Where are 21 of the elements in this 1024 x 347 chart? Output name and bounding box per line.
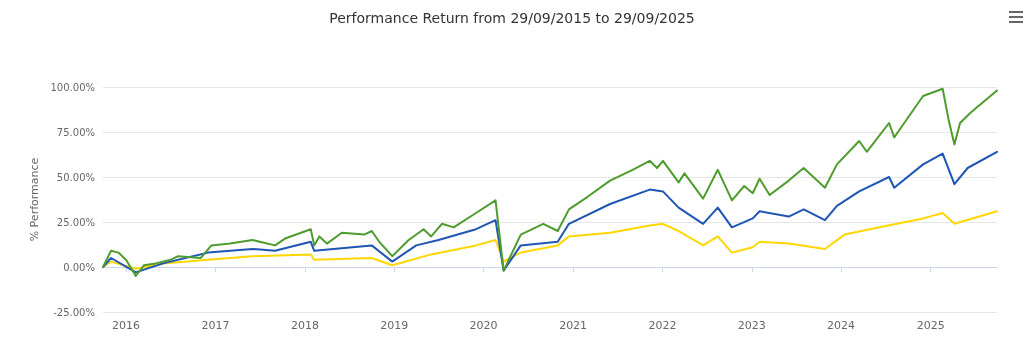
chart-title: Performance Return from 29/09/2015 to 29/09/2025 [329, 10, 695, 26]
y-tick-label: 50.00% [56, 171, 95, 183]
line-series [102, 87, 998, 277]
y-tick-label: 0.00% [63, 261, 95, 273]
y-tick-label: 25.00% [56, 216, 95, 228]
y-tick-label: 75.00% [56, 126, 95, 138]
x-tick-label: 2025 [916, 319, 945, 332]
x-tick-label: 2018 [290, 319, 319, 332]
y-axis-title: % Performance [27, 157, 41, 242]
line-series [102, 150, 998, 274]
y-tick-label: -25.00% [53, 306, 95, 318]
x-tick-label: 2021 [559, 319, 588, 332]
x-tick-label: 2022 [648, 319, 677, 332]
line-series [102, 210, 998, 270]
x-tick-label: 2016 [112, 319, 140, 332]
x-tick-label: 2023 [737, 319, 766, 332]
x-tick-label: 2017 [201, 319, 230, 332]
x-tick-label: 2019 [380, 319, 409, 332]
x-tick-label: 2020 [469, 319, 498, 332]
x-tick-label: 2024 [827, 319, 856, 332]
y-tick-label: 100.00% [50, 81, 95, 93]
